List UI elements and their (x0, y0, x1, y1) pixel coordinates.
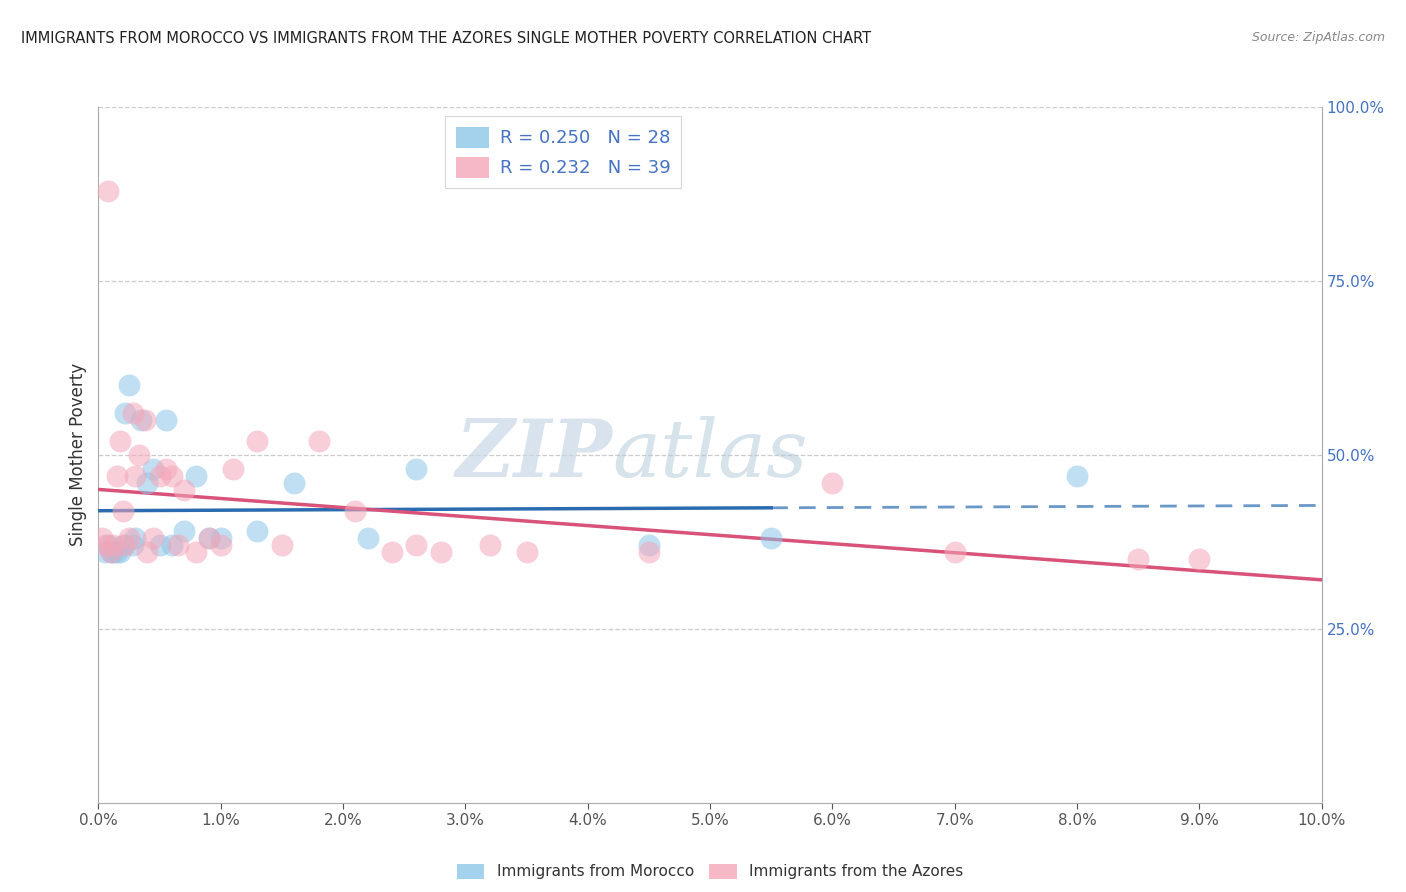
Point (110, 545, 132, 559)
Point (142, 462, 165, 476)
Point (100, 545, 122, 559)
Point (93, 538, 115, 552)
Point (821, 475, 844, 490)
Point (186, 468, 208, 483)
Point (160, 538, 183, 552)
Point (101, 538, 124, 552)
Point (943, 545, 966, 559)
Point (186, 545, 208, 559)
Point (110, 434, 132, 448)
Point (134, 413, 156, 427)
Point (121, 538, 143, 552)
Point (356, 532, 378, 546)
Point (1188, 552, 1211, 566)
Point (129, 413, 152, 427)
Point (638, 538, 661, 552)
Point (128, 448, 150, 462)
Point (478, 538, 501, 552)
Point (246, 434, 269, 448)
Point (118, 378, 141, 392)
Point (283, 475, 305, 490)
Text: Source: ZipAtlas.com: Source: ZipAtlas.com (1251, 31, 1385, 45)
Y-axis label: Single Mother Poverty: Single Mother Poverty (69, 363, 87, 547)
Point (1128, 552, 1150, 566)
Point (222, 462, 245, 476)
Point (638, 545, 661, 559)
Point (173, 524, 195, 539)
Point (209, 532, 232, 546)
Point (270, 538, 294, 552)
Point (118, 532, 141, 546)
Point (209, 538, 232, 552)
Point (1066, 468, 1088, 483)
Point (155, 413, 177, 427)
Point (111, 503, 134, 517)
Point (142, 532, 165, 546)
Point (430, 545, 453, 559)
Point (97, 538, 120, 552)
Point (167, 538, 190, 552)
Point (197, 532, 219, 546)
Point (761, 532, 783, 546)
Point (100, 545, 122, 559)
Point (105, 468, 128, 483)
Point (121, 406, 143, 420)
Legend: Immigrants from Morocco, Immigrants from the Azores: Immigrants from Morocco, Immigrants from… (451, 857, 969, 886)
Point (155, 462, 177, 476)
Point (136, 475, 159, 490)
Text: atlas: atlas (612, 417, 807, 493)
Point (97, 184, 120, 198)
Point (105, 545, 128, 559)
Point (111, 538, 134, 552)
Point (101, 545, 124, 559)
Point (516, 545, 538, 559)
Point (381, 545, 404, 559)
Point (93, 545, 115, 559)
Point (114, 538, 136, 552)
Point (344, 503, 367, 517)
Point (405, 538, 427, 552)
Point (197, 532, 219, 546)
Point (124, 532, 146, 546)
Point (114, 406, 136, 420)
Text: ZIP: ZIP (456, 417, 612, 493)
Text: IMMIGRANTS FROM MOROCCO VS IMMIGRANTS FROM THE AZORES SINGLE MOTHER POVERTY CORR: IMMIGRANTS FROM MOROCCO VS IMMIGRANTS FR… (21, 31, 872, 46)
Point (91, 532, 114, 546)
Point (308, 434, 330, 448)
Point (136, 545, 159, 559)
Point (124, 468, 146, 483)
Point (246, 524, 269, 539)
Point (149, 468, 172, 483)
Point (160, 468, 183, 483)
Point (149, 538, 172, 552)
Point (405, 462, 427, 476)
Point (173, 483, 195, 497)
